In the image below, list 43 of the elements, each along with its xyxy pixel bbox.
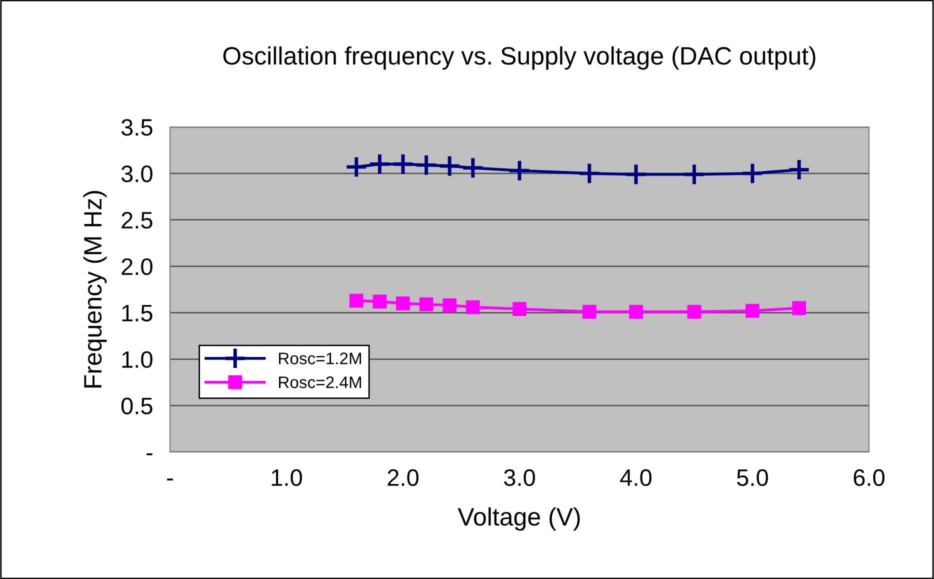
point [349, 294, 364, 308]
y-tick-label: 2.5 [122, 212, 152, 229]
y-tick-label: 2.0 [122, 258, 152, 276]
point [392, 152, 414, 176]
y-tick-label: 0.5 [121, 398, 152, 414]
legend-label: Rosc=1.2M [279, 352, 362, 364]
legend-label: Rosc=2.4M [279, 376, 362, 388]
point [508, 159, 531, 182]
point [372, 294, 387, 309]
point [624, 162, 648, 186]
point [396, 296, 410, 310]
point [578, 162, 601, 185]
point [629, 304, 643, 319]
point [466, 300, 480, 314]
point [788, 158, 811, 182]
point [344, 155, 368, 178]
y-tick-label: 3.5 [121, 119, 152, 136]
y-tick-label: 3.0 [121, 165, 152, 182]
point [512, 302, 526, 316]
y-tick-label: 1.0 [122, 351, 152, 368]
point [792, 301, 806, 316]
point [461, 156, 484, 180]
x-tick-label: 1.0 [272, 469, 302, 486]
point [442, 298, 457, 312]
point [438, 154, 462, 178]
y-tick-label: - [146, 453, 152, 456]
x-tick-label: 4.0 [620, 469, 652, 486]
chart-title: Oscillation frequency vs. Supply voltage (DAC output) [223, 46, 816, 70]
x-tick-label: 2.0 [388, 469, 418, 486]
x-tick-label: 6.0 [854, 469, 884, 486]
point [687, 304, 702, 319]
point [419, 297, 434, 312]
x-tick-label: 3.0 [504, 469, 535, 486]
point [746, 304, 760, 318]
y-tick-label: 1.5 [122, 305, 152, 322]
x-axis-title: Voltage (V) [458, 507, 580, 531]
point [582, 304, 596, 319]
point [682, 162, 706, 186]
point [368, 152, 392, 176]
point [414, 154, 438, 177]
y-axis-title: Frequency (M Hz) [83, 191, 107, 388]
x-tick-label: 5.0 [737, 469, 768, 486]
point [741, 162, 764, 185]
